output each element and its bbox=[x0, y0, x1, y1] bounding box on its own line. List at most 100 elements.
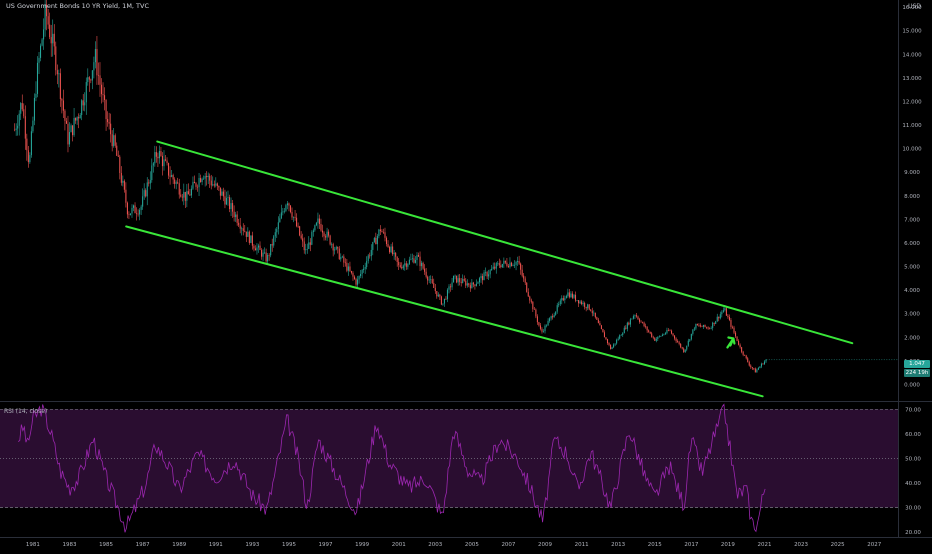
candle-body bbox=[155, 152, 157, 157]
candle-body bbox=[495, 263, 497, 269]
candle-body bbox=[312, 230, 314, 233]
candle-body bbox=[434, 287, 436, 292]
candle-body bbox=[710, 327, 712, 329]
candle-body bbox=[62, 100, 64, 111]
candle-body bbox=[218, 186, 220, 188]
candle-body bbox=[215, 183, 217, 186]
time-tick-label: 2005 bbox=[465, 542, 479, 548]
candle-body bbox=[564, 298, 566, 301]
candle-body bbox=[320, 223, 322, 231]
candle-body bbox=[111, 134, 113, 147]
candle-body bbox=[349, 266, 351, 271]
candle-body bbox=[314, 225, 316, 231]
candle-body bbox=[27, 150, 29, 163]
candle-body bbox=[376, 236, 378, 245]
candle-body bbox=[14, 129, 16, 131]
candle-body bbox=[213, 184, 215, 186]
candle-body bbox=[638, 319, 641, 322]
candle-body bbox=[18, 113, 20, 126]
candle-body bbox=[174, 179, 176, 184]
candle-body bbox=[192, 181, 194, 189]
candle-body bbox=[483, 272, 485, 281]
candle-body bbox=[91, 70, 93, 81]
candle-body bbox=[594, 312, 596, 318]
candle-body bbox=[600, 325, 602, 330]
candle-body bbox=[514, 264, 516, 266]
time-tick-label: 2003 bbox=[428, 542, 442, 548]
candle-body bbox=[616, 339, 618, 344]
candle-body bbox=[613, 344, 615, 348]
candle-body bbox=[325, 236, 327, 238]
candle-body bbox=[414, 260, 417, 263]
candle-body bbox=[745, 355, 747, 359]
candle-body bbox=[610, 344, 612, 350]
candle-body bbox=[300, 235, 302, 239]
candle-body bbox=[90, 79, 92, 81]
candle-body bbox=[396, 256, 398, 262]
candle-body bbox=[373, 238, 375, 243]
candle-body bbox=[411, 258, 413, 260]
candle-body bbox=[279, 218, 281, 223]
candle-body bbox=[617, 338, 619, 340]
candle-body bbox=[606, 339, 609, 344]
candle-body bbox=[232, 203, 234, 212]
candle-body bbox=[424, 268, 426, 272]
candle-body bbox=[485, 272, 487, 273]
candle-body bbox=[742, 351, 744, 355]
candle-body bbox=[579, 301, 581, 304]
candle-body bbox=[626, 322, 628, 329]
rsi-label: RSI (14, close) bbox=[4, 408, 48, 415]
candle-body bbox=[669, 330, 671, 332]
candle-body bbox=[512, 265, 514, 266]
candle-body bbox=[189, 194, 191, 196]
price-tick-label: 8.000 bbox=[904, 194, 920, 200]
price-tick-label: 11.000 bbox=[902, 123, 922, 129]
candle-body bbox=[344, 262, 346, 264]
candle-body bbox=[518, 261, 520, 264]
candle-body bbox=[686, 345, 688, 350]
candle-body bbox=[94, 49, 96, 63]
candle-body bbox=[166, 160, 168, 164]
candle-body bbox=[555, 311, 557, 315]
candle-body bbox=[338, 248, 340, 260]
candle-body bbox=[270, 244, 272, 256]
candle-body bbox=[602, 329, 604, 333]
candle-body bbox=[343, 256, 345, 263]
candle-body bbox=[35, 93, 37, 98]
candle-body bbox=[655, 338, 657, 341]
candle-body bbox=[267, 254, 269, 262]
candle-body bbox=[509, 262, 511, 268]
candle-body bbox=[293, 217, 295, 218]
candle-body bbox=[251, 235, 253, 246]
candle-body bbox=[449, 286, 452, 288]
candle-body bbox=[469, 285, 471, 289]
rsi-tick-label: 30.00 bbox=[905, 506, 921, 512]
candle-body bbox=[715, 321, 717, 324]
candle-body bbox=[622, 333, 624, 336]
candle-body bbox=[276, 229, 278, 233]
candle-body bbox=[225, 198, 228, 205]
candle-body bbox=[623, 327, 625, 334]
candle-body bbox=[227, 197, 229, 199]
candle-body bbox=[503, 260, 505, 264]
rsi-tick-label: 50.00 bbox=[905, 456, 921, 462]
candle-body bbox=[538, 322, 540, 326]
candle-body bbox=[526, 282, 528, 292]
candle-body bbox=[751, 367, 753, 369]
candle-body bbox=[68, 132, 71, 145]
candle-body bbox=[61, 99, 63, 101]
candle-body bbox=[515, 261, 517, 265]
candle-body bbox=[164, 159, 167, 161]
candle-body bbox=[542, 331, 545, 332]
candle-body bbox=[168, 163, 170, 176]
candle-body bbox=[654, 337, 656, 341]
candle-body bbox=[417, 255, 420, 257]
candle-body bbox=[128, 214, 130, 215]
candle-body bbox=[49, 24, 51, 38]
candle-body bbox=[148, 182, 150, 184]
candle-body bbox=[340, 257, 342, 260]
candle-body bbox=[207, 175, 209, 178]
candle-body bbox=[651, 333, 653, 337]
